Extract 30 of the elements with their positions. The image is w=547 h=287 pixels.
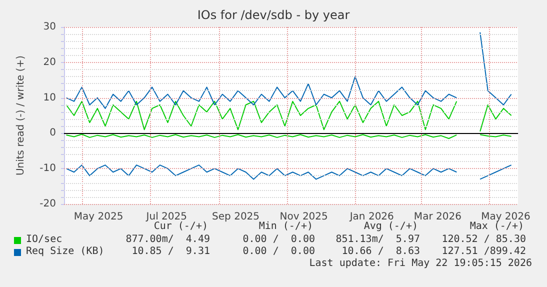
text: 0.00 / 0.00 — [242, 246, 315, 258]
x-tick-label: Nov 2025 — [280, 212, 328, 222]
text: 851.13m/ 5.97 — [336, 234, 420, 246]
text: 10.85 / 9.31 — [132, 246, 210, 258]
x-tick-label: May 2026 — [481, 212, 530, 222]
x-tick-label: Jul 2025 — [145, 212, 187, 222]
y-tick-label: -10 — [40, 163, 56, 174]
text: 877.00m/ 4.49 — [126, 234, 210, 246]
x-tick-label: Mar 2026 — [414, 212, 462, 222]
y-tick-label: 20 — [43, 56, 56, 68]
y-tick-label: -20 — [40, 198, 56, 210]
text: Avg (-/+) — [364, 221, 418, 233]
x-tick-label: May 2025 — [74, 212, 124, 222]
y-tick-label: 0 — [50, 128, 56, 139]
y-tick-label: 30 — [43, 22, 56, 32]
text: Last update: Fri May 22 19:05:15 2026 — [309, 258, 532, 270]
text: 127.51 /899.42 — [442, 246, 526, 258]
y-axis-title: Units read (-) / write (+) — [16, 55, 26, 176]
chart-title: IOs for /dev/sdb - by year — [197, 8, 350, 22]
legend-label: Req Size (KB) — [26, 246, 104, 258]
legend-label: IO/sec — [26, 234, 62, 246]
y-tick-label: 10 — [43, 92, 56, 104]
text: 0.00 / 0.00 — [242, 234, 315, 246]
text: 120.52 / 85.30 — [442, 234, 526, 246]
x-tick-label: Sep 2025 — [212, 212, 260, 222]
text: Cur (-/+) — [154, 221, 208, 233]
x-tick-label: Jan 2026 — [348, 212, 394, 222]
text: Max (-/+) — [470, 221, 524, 233]
text: 10.66 / 8.63 — [342, 246, 420, 258]
text: Min (-/+) — [258, 221, 313, 233]
